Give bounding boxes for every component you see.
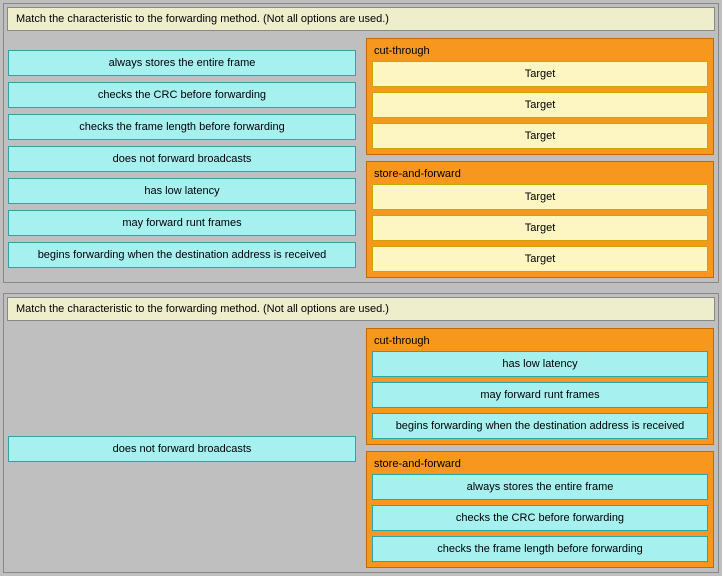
drop-target[interactable]: Target bbox=[372, 61, 708, 87]
question-content: always stores the entire frame checks th… bbox=[4, 34, 718, 282]
drop-group-cut-through: cut-through Target Target Target bbox=[366, 38, 714, 155]
drop-target-column: cut-through Target Target Target store-a… bbox=[366, 38, 714, 278]
drop-target[interactable]: Target bbox=[372, 184, 708, 210]
answer-panel: Match the characteristic to the forwardi… bbox=[3, 293, 719, 573]
drag-source-column: always stores the entire frame checks th… bbox=[8, 38, 356, 278]
instruction-bar: Match the characteristic to the forwardi… bbox=[7, 7, 715, 31]
panel-spacer bbox=[0, 286, 722, 290]
remaining-column: does not forward broadcasts bbox=[8, 328, 356, 568]
drag-item[interactable]: has low latency bbox=[8, 178, 356, 204]
answer-content: does not forward broadcasts cut-through … bbox=[4, 324, 718, 572]
drop-group-store-and-forward: store-and-forward Target Target Target bbox=[366, 161, 714, 278]
group-title: store-and-forward bbox=[372, 456, 708, 474]
drag-item[interactable]: checks the CRC before forwarding bbox=[8, 82, 356, 108]
drop-target[interactable]: Target bbox=[372, 246, 708, 272]
drag-item[interactable]: checks the frame length before forwardin… bbox=[8, 114, 356, 140]
drag-item[interactable]: may forward runt frames bbox=[8, 210, 356, 236]
drag-item[interactable]: does not forward broadcasts bbox=[8, 146, 356, 172]
drop-target[interactable]: Target bbox=[372, 123, 708, 149]
dropped-item[interactable]: may forward runt frames bbox=[372, 382, 708, 408]
drop-group-store-and-forward: store-and-forward always stores the enti… bbox=[366, 451, 714, 568]
drag-item[interactable]: always stores the entire frame bbox=[8, 50, 356, 76]
drop-target[interactable]: Target bbox=[372, 92, 708, 118]
dropped-item[interactable]: always stores the entire frame bbox=[372, 474, 708, 500]
drop-group-cut-through: cut-through has low latency may forward … bbox=[366, 328, 714, 445]
question-panel: Match the characteristic to the forwardi… bbox=[3, 3, 719, 283]
group-title: cut-through bbox=[372, 333, 708, 351]
instruction-bar: Match the characteristic to the forwardi… bbox=[7, 297, 715, 321]
answer-target-column: cut-through has low latency may forward … bbox=[366, 328, 714, 568]
dropped-item[interactable]: begins forwarding when the destination a… bbox=[372, 413, 708, 439]
dropped-item[interactable]: checks the frame length before forwardin… bbox=[372, 536, 708, 562]
dropped-item[interactable]: checks the CRC before forwarding bbox=[372, 505, 708, 531]
drag-item[interactable]: does not forward broadcasts bbox=[8, 436, 356, 462]
drag-item[interactable]: begins forwarding when the destination a… bbox=[8, 242, 356, 268]
group-title: cut-through bbox=[372, 43, 708, 61]
dropped-item[interactable]: has low latency bbox=[372, 351, 708, 377]
drop-target[interactable]: Target bbox=[372, 215, 708, 241]
group-title: store-and-forward bbox=[372, 166, 708, 184]
